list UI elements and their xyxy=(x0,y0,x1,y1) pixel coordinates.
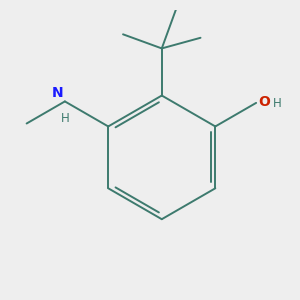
Text: N: N xyxy=(52,86,63,100)
Text: O: O xyxy=(258,95,270,109)
Text: H: H xyxy=(273,97,282,110)
Text: H: H xyxy=(61,112,70,125)
